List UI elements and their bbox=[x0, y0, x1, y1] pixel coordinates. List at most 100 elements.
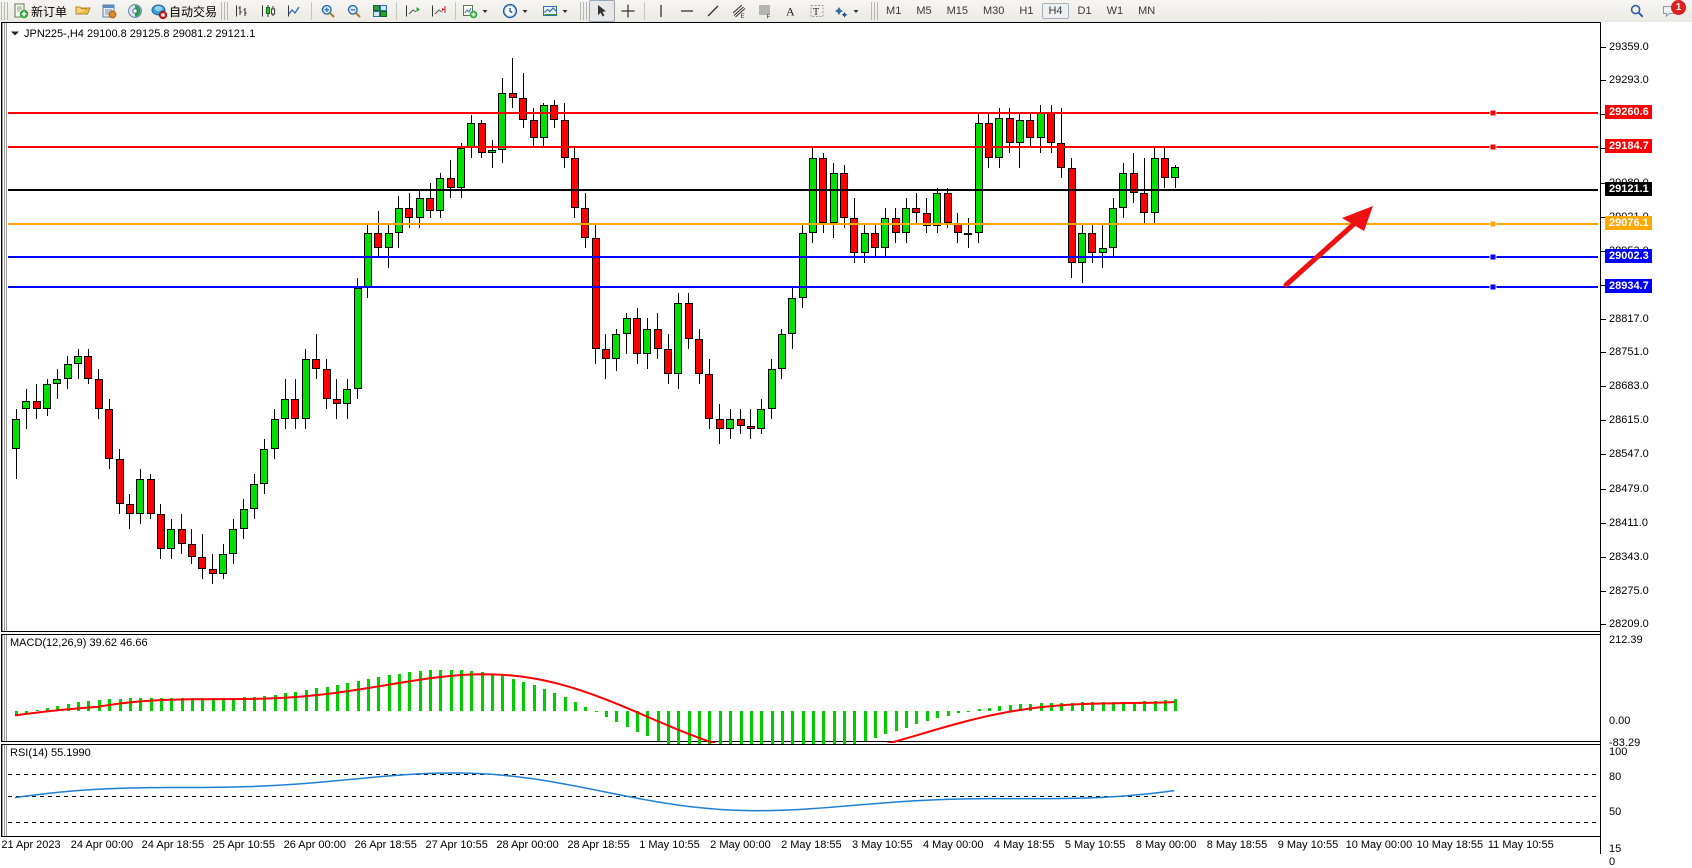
macd-histogram-bar bbox=[1153, 700, 1157, 711]
hline-button[interactable] bbox=[674, 0, 700, 22]
rsi-pane-grip[interactable] bbox=[2, 745, 7, 836]
chevron-down-icon-2[interactable] bbox=[520, 3, 536, 19]
price-level-badge[interactable]: 28934.7 bbox=[1605, 279, 1652, 293]
new-order-button[interactable]: 新订单 bbox=[10, 0, 70, 22]
chevron-down-icon-4[interactable] bbox=[851, 3, 867, 19]
price-level-badge[interactable]: 29076.1 bbox=[1605, 216, 1652, 230]
price-level-line[interactable] bbox=[8, 223, 1598, 225]
macd-histogram-bar bbox=[25, 711, 29, 713]
shapes-button[interactable] bbox=[830, 0, 870, 22]
timeframe-w1[interactable]: W1 bbox=[1106, 5, 1124, 17]
zoom-out-button[interactable] bbox=[341, 0, 367, 22]
timeframe-m15[interactable]: M15 bbox=[946, 5, 968, 17]
price-level-handle[interactable] bbox=[1489, 109, 1497, 117]
price-level-badge[interactable]: 29184.7 bbox=[1605, 139, 1652, 153]
timeframe-d1[interactable]: D1 bbox=[1077, 5, 1092, 17]
timeframe-h4[interactable]: H4 bbox=[1042, 3, 1069, 19]
macd-histogram-bar bbox=[480, 672, 484, 711]
time-tick-label: 8 May 00:00 bbox=[1135, 839, 1197, 851]
toolbar-grip-3[interactable] bbox=[580, 2, 588, 20]
chart-area[interactable]: JPN225-,H4 29100.8 29125.8 29081.2 29121… bbox=[0, 22, 1692, 868]
macd-histogram-bar bbox=[1018, 704, 1022, 711]
time-tick-label: 27 Apr 10:55 bbox=[425, 839, 488, 851]
timeframe-m5[interactable]: M5 bbox=[916, 5, 932, 17]
folder-button[interactable] bbox=[70, 0, 96, 22]
candle-body bbox=[239, 509, 248, 530]
equidistant-channel-button[interactable]: E bbox=[726, 0, 752, 22]
text-label-button[interactable]: A bbox=[778, 0, 804, 22]
toolbar-grip-4[interactable] bbox=[871, 2, 879, 20]
svg-text:T: T bbox=[813, 7, 819, 18]
price-level-line[interactable] bbox=[8, 146, 1598, 148]
time-tick-label: 2 May 18:55 bbox=[781, 839, 842, 851]
tile-windows-button[interactable] bbox=[367, 0, 393, 22]
price-level-handle[interactable] bbox=[1489, 220, 1497, 228]
candlestick-chart-button[interactable] bbox=[256, 0, 282, 22]
macd-histogram-bar bbox=[822, 711, 826, 754]
candle-wick bbox=[77, 348, 79, 379]
line-chart-button[interactable] bbox=[282, 0, 308, 22]
price-level-badge[interactable]: 29260.6 bbox=[1605, 105, 1652, 119]
price-tick bbox=[1601, 284, 1606, 286]
price-pane-grip[interactable] bbox=[2, 23, 7, 631]
new-order-icon bbox=[13, 3, 29, 19]
timeframe-mn[interactable]: MN bbox=[1138, 5, 1156, 17]
search-button[interactable] bbox=[1624, 0, 1650, 22]
price-tick bbox=[1601, 318, 1606, 320]
candle-body bbox=[601, 348, 610, 359]
chevron-down-icon[interactable] bbox=[480, 3, 496, 19]
macd-scale-label: -83.29 bbox=[1609, 737, 1641, 749]
trendline-button[interactable] bbox=[700, 0, 726, 22]
macd-pane[interactable]: MACD(12,26,9) 39.62 46.66 bbox=[1, 634, 1691, 763]
candle-body bbox=[12, 418, 20, 449]
period-button[interactable] bbox=[499, 0, 539, 22]
macd-histogram-bar bbox=[304, 690, 308, 711]
timeframe-m1[interactable]: M1 bbox=[886, 5, 902, 17]
bar-chart-button[interactable] bbox=[230, 0, 256, 22]
macd-histogram-bar bbox=[501, 676, 505, 711]
time-axis[interactable]: 21 Apr 2023 24 Apr 00:00 24 Apr 18:55 25 Ap… bbox=[1, 836, 1600, 854]
text-button[interactable]: T bbox=[804, 0, 830, 22]
timeframe-m30[interactable]: M30 bbox=[983, 5, 1005, 17]
chat-button[interactable]: 1 bbox=[1654, 0, 1686, 22]
price-level-handle[interactable] bbox=[1489, 253, 1497, 261]
price-level-badge[interactable]: 29002.3 bbox=[1605, 249, 1652, 263]
price-level-line[interactable] bbox=[8, 189, 1598, 191]
price-level-line[interactable] bbox=[8, 256, 1598, 258]
fibonacci-button[interactable]: F bbox=[752, 0, 778, 22]
macd-histogram-bar bbox=[325, 686, 329, 711]
crosshair-button[interactable] bbox=[615, 0, 641, 22]
macd-pane-grip[interactable] bbox=[2, 635, 7, 741]
data-window-button[interactable] bbox=[96, 0, 122, 22]
templates-button[interactable] bbox=[539, 0, 579, 22]
toolbar-grip-2[interactable] bbox=[221, 2, 229, 20]
macd-histogram-bar bbox=[832, 711, 836, 751]
shift-end-button[interactable] bbox=[400, 0, 426, 22]
cursor-button[interactable] bbox=[589, 0, 616, 22]
vline-button[interactable] bbox=[648, 0, 674, 22]
price-level-badge[interactable]: 29121.1 bbox=[1605, 182, 1652, 196]
zoom-in-button[interactable] bbox=[315, 0, 341, 22]
toolbar-grip[interactable] bbox=[1, 2, 8, 20]
macd-histogram-bar bbox=[884, 711, 888, 735]
price-level-line[interactable] bbox=[8, 286, 1598, 288]
chart-collapse-icon[interactable] bbox=[10, 25, 20, 43]
macd-histogram-bar bbox=[956, 711, 960, 714]
price-level-line[interactable] bbox=[8, 112, 1598, 114]
price-level-handle[interactable] bbox=[1489, 283, 1497, 291]
navigator-button[interactable] bbox=[122, 0, 148, 22]
candle-body bbox=[633, 318, 641, 354]
macd-histogram-bar bbox=[356, 680, 360, 711]
auto-scroll-button[interactable] bbox=[426, 0, 452, 22]
indicators-button[interactable] bbox=[459, 0, 499, 22]
candle-body bbox=[1078, 233, 1087, 264]
price-level-handle[interactable] bbox=[1489, 143, 1497, 151]
candle-body bbox=[964, 233, 973, 236]
price-scale[interactable]: 29359.029293.029225.029157.029089.029021… bbox=[1600, 22, 1692, 868]
timeframe-h1[interactable]: H1 bbox=[1019, 5, 1034, 17]
chevron-down-icon-3[interactable] bbox=[560, 3, 576, 19]
rsi-pane[interactable]: RSI(14) 55.1990 bbox=[1, 744, 1691, 837]
price-pane[interactable]: JPN225-,H4 29100.8 29125.8 29081.2 29121… bbox=[1, 22, 1691, 632]
auto-trading-button[interactable]: 自动交易 bbox=[148, 0, 220, 22]
macd-histogram-bar bbox=[1143, 701, 1147, 711]
